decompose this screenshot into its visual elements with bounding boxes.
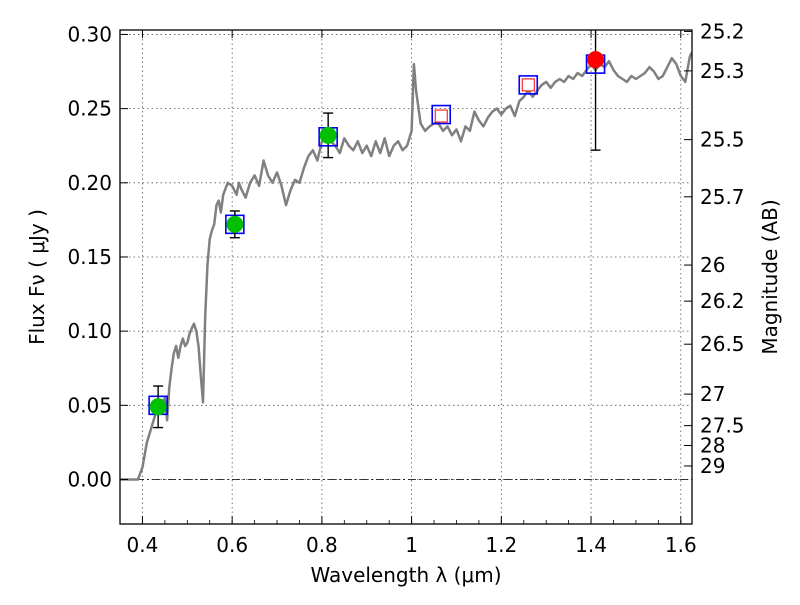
x-tick-label: 0.6 <box>216 533 248 557</box>
x-tick-label: 0.4 <box>127 533 159 557</box>
observed-open-marker <box>521 78 535 92</box>
y-tick-label: 0.00 <box>67 467 112 491</box>
mag-tick-label: 26.5 <box>700 332 745 356</box>
y-tick-label: 0.25 <box>67 97 112 121</box>
observed-point <box>226 215 244 233</box>
model-photometry-square <box>431 104 452 125</box>
x-axis-title: Wavelength λ (μm) <box>310 563 501 587</box>
model-photometry-square <box>518 75 539 95</box>
x-tick-label: 1.4 <box>575 533 607 557</box>
x-tick-label: 0.8 <box>306 533 338 557</box>
mag-tick-label: 27 <box>700 382 725 406</box>
mag-tick-label: 25.3 <box>700 59 745 83</box>
x-tick-labels: 0.4 0.6 0.8 1 1.2 1.4 1.6 <box>127 533 697 557</box>
y-tick-label: 0.30 <box>67 22 112 46</box>
x-tick-label: 1.6 <box>665 533 697 557</box>
mag-tick-label: 26 <box>700 253 725 277</box>
axis-ticks <box>120 30 692 524</box>
x-tick-label: 1 <box>405 533 418 557</box>
y-axis-title: Flux Fν ( μJy ) <box>25 209 49 345</box>
model-spectrum <box>120 51 692 481</box>
observed-point <box>149 398 167 416</box>
observed-red-point <box>587 51 605 69</box>
mag-tick-label: 29 <box>700 454 725 478</box>
mag-tick-label: 28 <box>700 434 725 458</box>
observed-point <box>319 126 337 144</box>
y-tick-labels: 0.00 0.05 0.10 0.15 0.20 0.25 0.30 <box>67 22 112 491</box>
y-tick-label: 0.05 <box>67 393 112 417</box>
y-tick-label: 0.20 <box>67 171 112 195</box>
mag-tick-label: 25.5 <box>700 128 745 152</box>
model-spectrum-line <box>120 51 692 481</box>
observed-open-marker <box>434 109 448 123</box>
observed-photometry <box>149 30 605 429</box>
y-tick-label: 0.15 <box>67 245 112 269</box>
plot-frame <box>119 29 693 525</box>
mag-tick-label: 25.7 <box>700 185 745 209</box>
x-tick-label: 1.2 <box>485 533 517 557</box>
y-tick-label: 0.10 <box>67 319 112 343</box>
mag-tick-label: 27.5 <box>700 414 745 438</box>
mag-tick-label: 25.2 <box>700 19 745 43</box>
y2-axis-title: Magnitude (AB) <box>758 199 782 354</box>
mag-tick-label: 26.2 <box>700 289 745 313</box>
